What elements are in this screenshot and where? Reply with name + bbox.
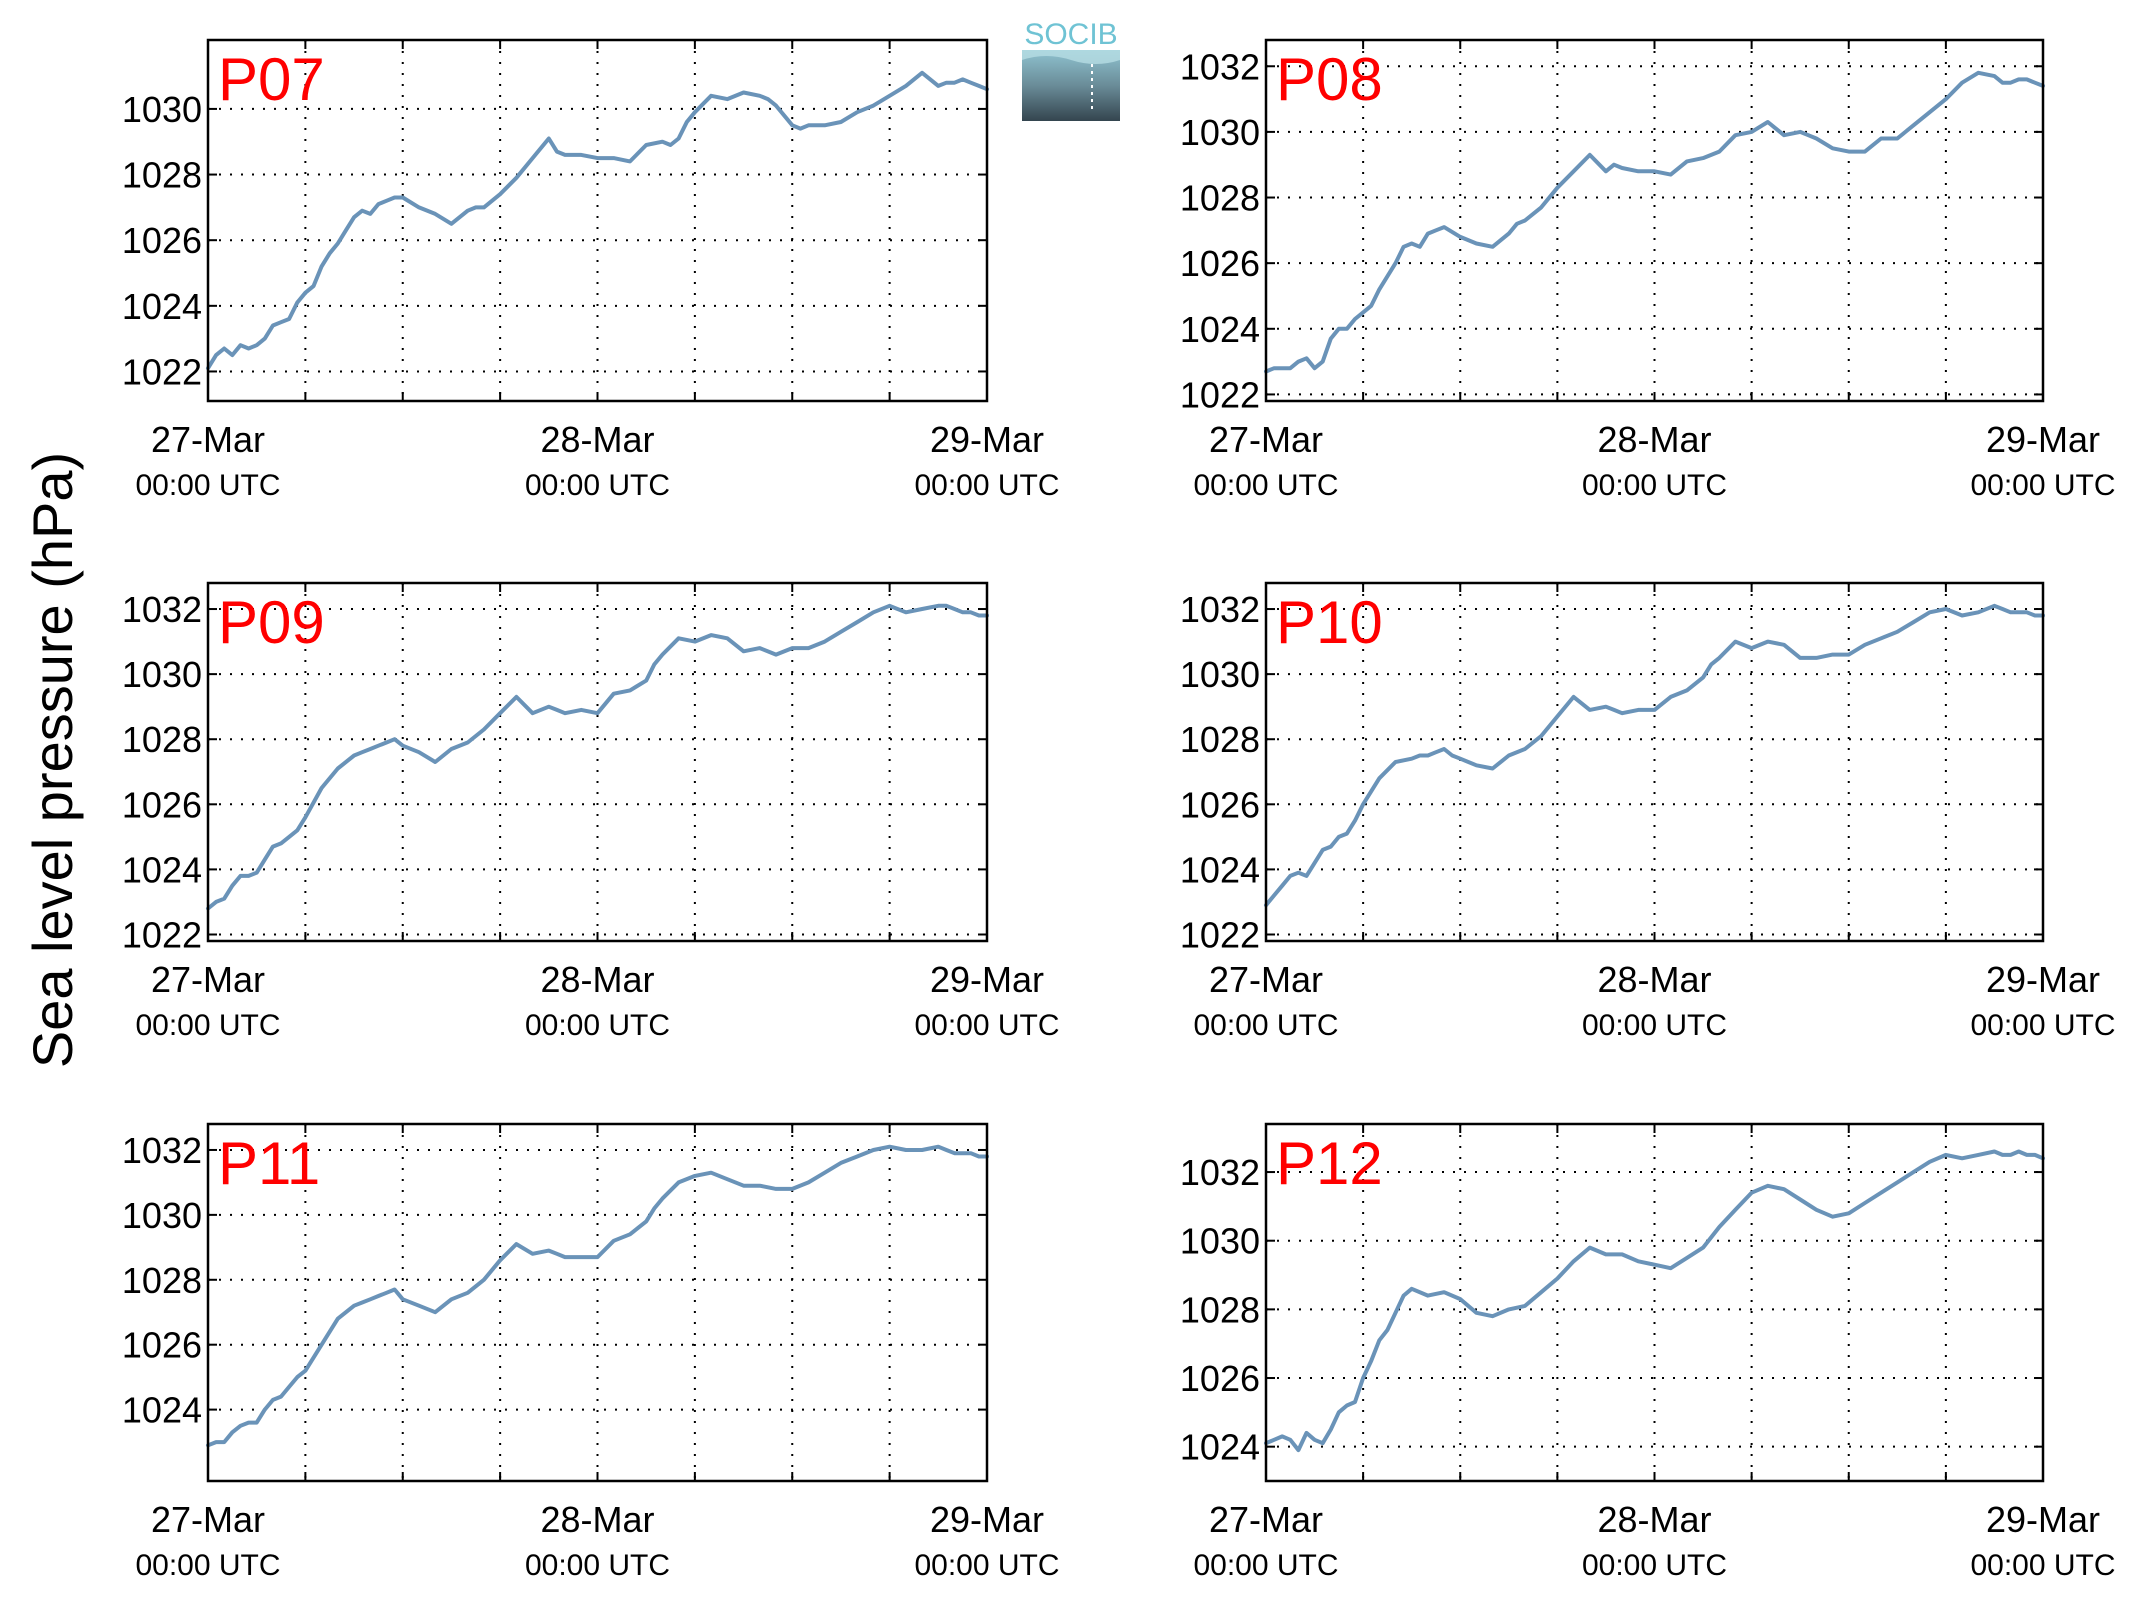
x-tick-label-day: 28-Mar <box>1597 419 1711 460</box>
x-tick-label-day: 27-Mar <box>1209 419 1323 460</box>
series-line <box>1264 70 2045 374</box>
x-tick-label-day: 27-Mar <box>151 1499 265 1540</box>
y-tick-label: 1024 <box>1180 309 1260 350</box>
y-tick-label: 1032 <box>122 1130 202 1171</box>
x-tick-label-day: 29-Mar <box>930 1499 1044 1540</box>
socib-logo: SOCIB <box>1022 18 1120 121</box>
panel-title: P08 <box>1276 46 1383 113</box>
x-tick-label-time: 00:00 UTC <box>1582 1549 1727 1582</box>
y-tick-label: 1028 <box>1180 1289 1260 1330</box>
x-tick-label-day: 27-Mar <box>151 959 265 1000</box>
y-tick-label: 1026 <box>122 784 202 825</box>
y-tick-label: 1022 <box>122 914 202 955</box>
y-tick-label: 1024 <box>122 286 202 327</box>
panel-title: P11 <box>218 1130 320 1197</box>
series-line <box>206 603 989 911</box>
x-tick-label-time: 00:00 UTC <box>135 1009 280 1042</box>
x-tick-label-time: 00:00 UTC <box>525 469 670 502</box>
x-tick-label-time: 00:00 UTC <box>1970 1549 2115 1582</box>
y-tick-label: 1032 <box>1180 1152 1260 1193</box>
x-tick-label-day: 29-Mar <box>930 419 1044 460</box>
y-tick-label: 1026 <box>122 1325 202 1366</box>
x-tick-label-time: 00:00 UTC <box>135 1549 280 1582</box>
y-tick-label: 1030 <box>1180 1221 1260 1262</box>
y-tick-label: 1024 <box>122 849 202 890</box>
x-tick-label-day: 29-Mar <box>930 959 1044 1000</box>
x-tick-label-time: 00:00 UTC <box>1193 1549 1338 1582</box>
y-tick-label: 1030 <box>1180 654 1260 695</box>
x-tick-label-time: 00:00 UTC <box>1193 469 1338 502</box>
y-tick-label: 1024 <box>1180 1427 1260 1468</box>
y-tick-label: 1032 <box>122 589 202 630</box>
x-tick-label-day: 28-Mar <box>540 959 654 1000</box>
x-tick-label-time: 00:00 UTC <box>1970 469 2115 502</box>
logo-text: SOCIB <box>1024 18 1117 51</box>
x-tick-label-day: 28-Mar <box>1597 959 1711 1000</box>
y-tick-label: 1022 <box>1180 374 1260 415</box>
series-line <box>206 1144 989 1448</box>
series-line <box>206 70 989 371</box>
x-tick-label-time: 00:00 UTC <box>135 469 280 502</box>
y-tick-label: 1022 <box>1180 914 1260 955</box>
x-tick-label-day: 28-Mar <box>540 419 654 460</box>
x-tick-label-day: 29-Mar <box>1986 419 2100 460</box>
y-tick-label: 1028 <box>1180 178 1260 219</box>
y-tick-label: 1028 <box>122 719 202 760</box>
chart-panel-p09: 1022 1024 1026 1028 1030 1032 27-Mar 00:00 UTC 2… <box>122 581 1060 1042</box>
series-line <box>1264 603 2045 908</box>
y-axis-label: Sea level pressure (hPa) <box>21 452 84 1068</box>
y-tick-label: 1030 <box>122 89 202 130</box>
y-tick-label: 1026 <box>1180 784 1260 825</box>
x-tick-label-day: 29-Mar <box>1986 959 2100 1000</box>
y-tick-label: 1028 <box>1180 719 1260 760</box>
x-tick-label-time: 00:00 UTC <box>914 469 1059 502</box>
y-tick-label: 1022 <box>122 351 202 392</box>
x-tick-label-day: 27-Mar <box>1209 959 1323 1000</box>
x-tick-label-day: 27-Mar <box>1209 1499 1323 1540</box>
chart-panel-p08: 1022 1024 1026 1028 1030 1032 27-Mar 00:00 UTC 2… <box>1180 38 2116 502</box>
x-tick-label-time: 00:00 UTC <box>1582 1009 1727 1042</box>
series-line <box>1264 1149 2045 1453</box>
x-tick-label-day: 27-Mar <box>151 419 265 460</box>
chart-panel-p11: 1024 1026 1028 1030 1032 27-Mar 00:00 UTC 28-Ma… <box>122 1122 1060 1582</box>
x-tick-label-day: 28-Mar <box>540 1499 654 1540</box>
y-tick-label: 1030 <box>122 1195 202 1236</box>
y-tick-label: 1028 <box>122 155 202 196</box>
y-tick-label: 1028 <box>122 1260 202 1301</box>
x-tick-label-day: 29-Mar <box>1986 1499 2100 1540</box>
x-tick-label-time: 00:00 UTC <box>1582 469 1727 502</box>
chart-panel-p10: 1022 1024 1026 1028 1030 1032 27-Mar 00:00 UTC 2… <box>1180 581 2116 1042</box>
x-tick-label-time: 00:00 UTC <box>1970 1009 2115 1042</box>
y-tick-label: 1030 <box>1180 112 1260 153</box>
y-tick-label: 1024 <box>1180 849 1260 890</box>
y-tick-label: 1026 <box>1180 1358 1260 1399</box>
y-tick-label: 1026 <box>122 220 202 261</box>
panel-title: P12 <box>1276 1130 1383 1197</box>
chart-panel-p12: 1024 1026 1028 1030 1032 27-Mar 00:00 UTC 28-Ma… <box>1180 1122 2116 1582</box>
y-tick-label: 1024 <box>122 1390 202 1431</box>
y-tick-label: 1032 <box>1180 589 1260 630</box>
x-tick-label-time: 00:00 UTC <box>1193 1009 1338 1042</box>
y-tick-label: 1032 <box>1180 46 1260 87</box>
x-tick-label-time: 00:00 UTC <box>914 1009 1059 1042</box>
panel-title: P10 <box>1276 589 1383 656</box>
y-tick-label: 1026 <box>1180 243 1260 284</box>
chart-panel-p07: 1022 1024 1026 1028 1030 27-Mar 00:00 UTC 28-Ma… <box>122 38 1060 502</box>
x-tick-label-time: 00:00 UTC <box>914 1549 1059 1582</box>
x-tick-label-time: 00:00 UTC <box>525 1009 670 1042</box>
y-tick-label: 1030 <box>122 654 202 695</box>
x-tick-label-time: 00:00 UTC <box>525 1549 670 1582</box>
panel-title: P09 <box>218 589 325 656</box>
x-tick-label-day: 28-Mar <box>1597 1499 1711 1540</box>
panel-title: P07 <box>218 46 325 113</box>
